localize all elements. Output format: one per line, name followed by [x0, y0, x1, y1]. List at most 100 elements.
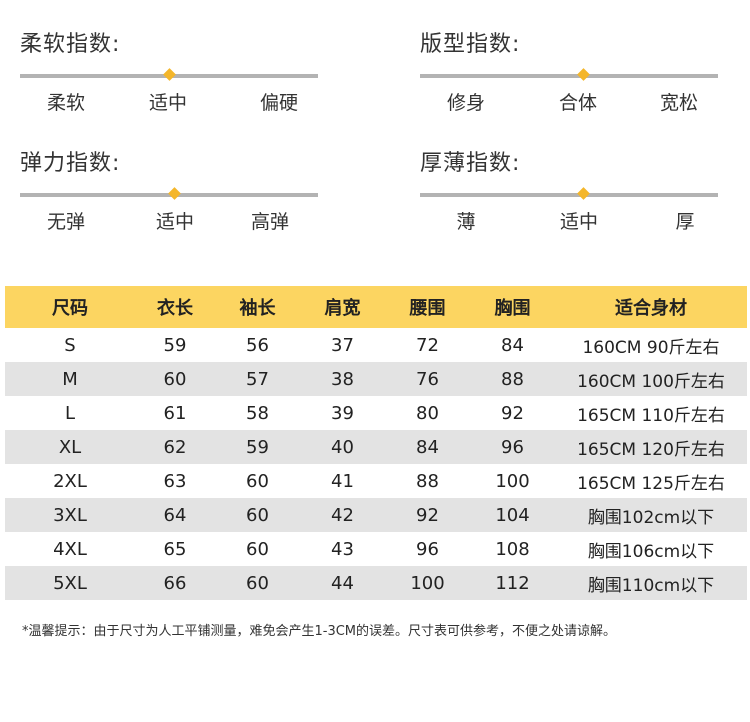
cell-shoulder: 39 — [331, 402, 354, 424]
cell-sleeve: 60 — [215, 498, 300, 532]
cell-sleeve: 56 — [246, 334, 269, 356]
table-row: 2XL 63 60 41 88 100 165CM 125斤左右 — [5, 464, 747, 498]
size-chart-table: 尺码 衣长 袖长 肩宽 腰围 胸围 适合身材 S 59 56 37 72 84 … — [5, 286, 747, 600]
fit-index-title: 版型指数: — [420, 32, 521, 57]
cell-fit: 165CM 110斤左右 — [577, 405, 725, 426]
fit-label-high: 宽松 — [659, 92, 699, 114]
cell-shoulder: 40 — [300, 430, 385, 464]
header-sleeve: 袖长 — [215, 286, 300, 328]
cell-waist: 96 — [416, 538, 439, 560]
cell-chest: 84 — [501, 334, 524, 356]
cell-shoulder: 44 — [300, 566, 385, 600]
cell-waist: 84 — [385, 430, 470, 464]
thickness-index-title: 厚薄指数: — [420, 151, 521, 176]
cell-length: 64 — [135, 498, 215, 532]
softness-index-marker — [162, 68, 176, 81]
cell-fit: 160CM 100斤左右 — [555, 362, 747, 396]
cell-waist: 76 — [385, 362, 470, 396]
cell-chest: 100 — [495, 470, 530, 492]
cell-shoulder: 37 — [331, 334, 354, 356]
cell-fit: 165CM 120斤左右 — [555, 430, 747, 464]
cell-length: 60 — [135, 362, 215, 396]
cell-sleeve: 60 — [246, 538, 269, 560]
cell-waist: 80 — [416, 402, 439, 424]
cell-chest: 96 — [470, 430, 555, 464]
elasticity-index: 弹力指数: 无弹 适中 高弹 — [20, 145, 320, 245]
softness-index: 柔软指数: 柔软 适中 偏硬 — [20, 26, 320, 126]
cell-length: 62 — [135, 430, 215, 464]
elasticity-index-marker — [168, 187, 182, 200]
cell-waist: 72 — [416, 334, 439, 356]
elasticity-index-title: 弹力指数: — [20, 151, 121, 176]
elasticity-label-low: 无弹 — [46, 211, 86, 233]
softness-label-mid: 适中 — [148, 92, 188, 114]
table-row: XL 62 59 40 84 96 165CM 120斤左右 — [5, 430, 747, 464]
cell-shoulder: 42 — [300, 498, 385, 532]
cell-length: 66 — [135, 566, 215, 600]
cell-fit: 胸围102cm以下 — [555, 498, 747, 532]
cell-shoulder: 43 — [331, 538, 354, 560]
cell-length: 65 — [163, 538, 187, 560]
cell-chest: 92 — [501, 402, 524, 424]
header-waist: 腰围 — [385, 286, 470, 328]
cell-size: XL — [5, 430, 135, 464]
cell-size: 3XL — [5, 498, 135, 532]
cell-fit: 165CM 125斤左右 — [577, 473, 725, 494]
cell-size: 2XL — [53, 470, 87, 492]
cell-sleeve: 57 — [215, 362, 300, 396]
elasticity-label-mid: 适中 — [155, 211, 195, 233]
table-row: 5XL 66 60 44 100 112 胸围110cm以下 — [5, 566, 747, 600]
cell-chest: 112 — [470, 566, 555, 600]
cell-sleeve: 60 — [246, 470, 269, 492]
cell-sleeve: 59 — [215, 430, 300, 464]
thickness-index-track — [420, 193, 718, 197]
header-fit: 适合身材 — [555, 286, 747, 328]
fit-label-mid: 合体 — [558, 92, 598, 114]
cell-length: 61 — [163, 402, 187, 424]
table-row: 4XL 65 60 43 96 108 胸围106cm以下 — [5, 532, 747, 566]
header-size: 尺码 — [5, 286, 135, 328]
thickness-index-marker — [577, 187, 591, 200]
thickness-label-mid: 适中 — [559, 211, 599, 233]
fit-label-low: 修身 — [446, 92, 486, 114]
fit-index-track — [420, 74, 718, 78]
softness-label-low: 柔软 — [46, 92, 86, 114]
cell-chest: 88 — [470, 362, 555, 396]
cell-size: S — [64, 334, 76, 356]
softness-label-high: 偏硬 — [259, 92, 299, 114]
cell-shoulder: 38 — [300, 362, 385, 396]
measurement-note: *温馨提示：由于尺寸为人工平铺测量，难免会产生1-3CM的误差。尺寸表可供参考，… — [22, 624, 617, 639]
fit-index-marker — [577, 68, 591, 81]
table-row: 3XL 64 60 42 92 104 胸围102cm以下 — [5, 498, 747, 532]
cell-shoulder: 41 — [331, 470, 354, 492]
cell-fit: 胸围110cm以下 — [555, 566, 747, 600]
cell-length: 59 — [163, 334, 187, 356]
elasticity-label-high: 高弹 — [250, 211, 290, 233]
cell-sleeve: 60 — [215, 566, 300, 600]
header-chest: 胸围 — [470, 286, 555, 328]
thickness-index: 厚薄指数: 薄 适中 厚 — [420, 145, 720, 245]
fit-index: 版型指数: 修身 合体 宽松 — [420, 26, 720, 126]
table-row: M 60 57 38 76 88 160CM 100斤左右 — [5, 362, 747, 396]
table-row: L 61 58 39 80 92 165CM 110斤左右 — [5, 396, 747, 430]
header-length: 衣长 — [135, 286, 215, 328]
cell-waist: 100 — [385, 566, 470, 600]
cell-size: M — [5, 362, 135, 396]
cell-waist: 92 — [385, 498, 470, 532]
cell-chest: 104 — [470, 498, 555, 532]
table-row: S 59 56 37 72 84 160CM 90斤左右 — [5, 328, 747, 362]
table-header-row: 尺码 衣长 袖长 肩宽 腰围 胸围 适合身材 — [5, 286, 747, 328]
cell-fit: 胸围106cm以下 — [587, 541, 715, 562]
cell-sleeve: 58 — [246, 402, 269, 424]
softness-index-title: 柔软指数: — [20, 32, 121, 57]
thickness-label-high: 厚 — [675, 211, 695, 233]
cell-fit: 160CM 90斤左右 — [582, 337, 720, 358]
cell-size: L — [64, 402, 76, 424]
cell-length: 63 — [163, 470, 187, 492]
thickness-label-low: 薄 — [456, 211, 476, 233]
cell-size: 4XL — [53, 538, 87, 560]
header-shoulder: 肩宽 — [300, 286, 385, 328]
cell-chest: 108 — [495, 538, 530, 560]
cell-size: 5XL — [5, 566, 135, 600]
cell-waist: 88 — [416, 470, 439, 492]
